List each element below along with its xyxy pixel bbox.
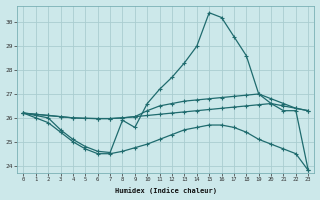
X-axis label: Humidex (Indice chaleur): Humidex (Indice chaleur) [115,188,217,194]
